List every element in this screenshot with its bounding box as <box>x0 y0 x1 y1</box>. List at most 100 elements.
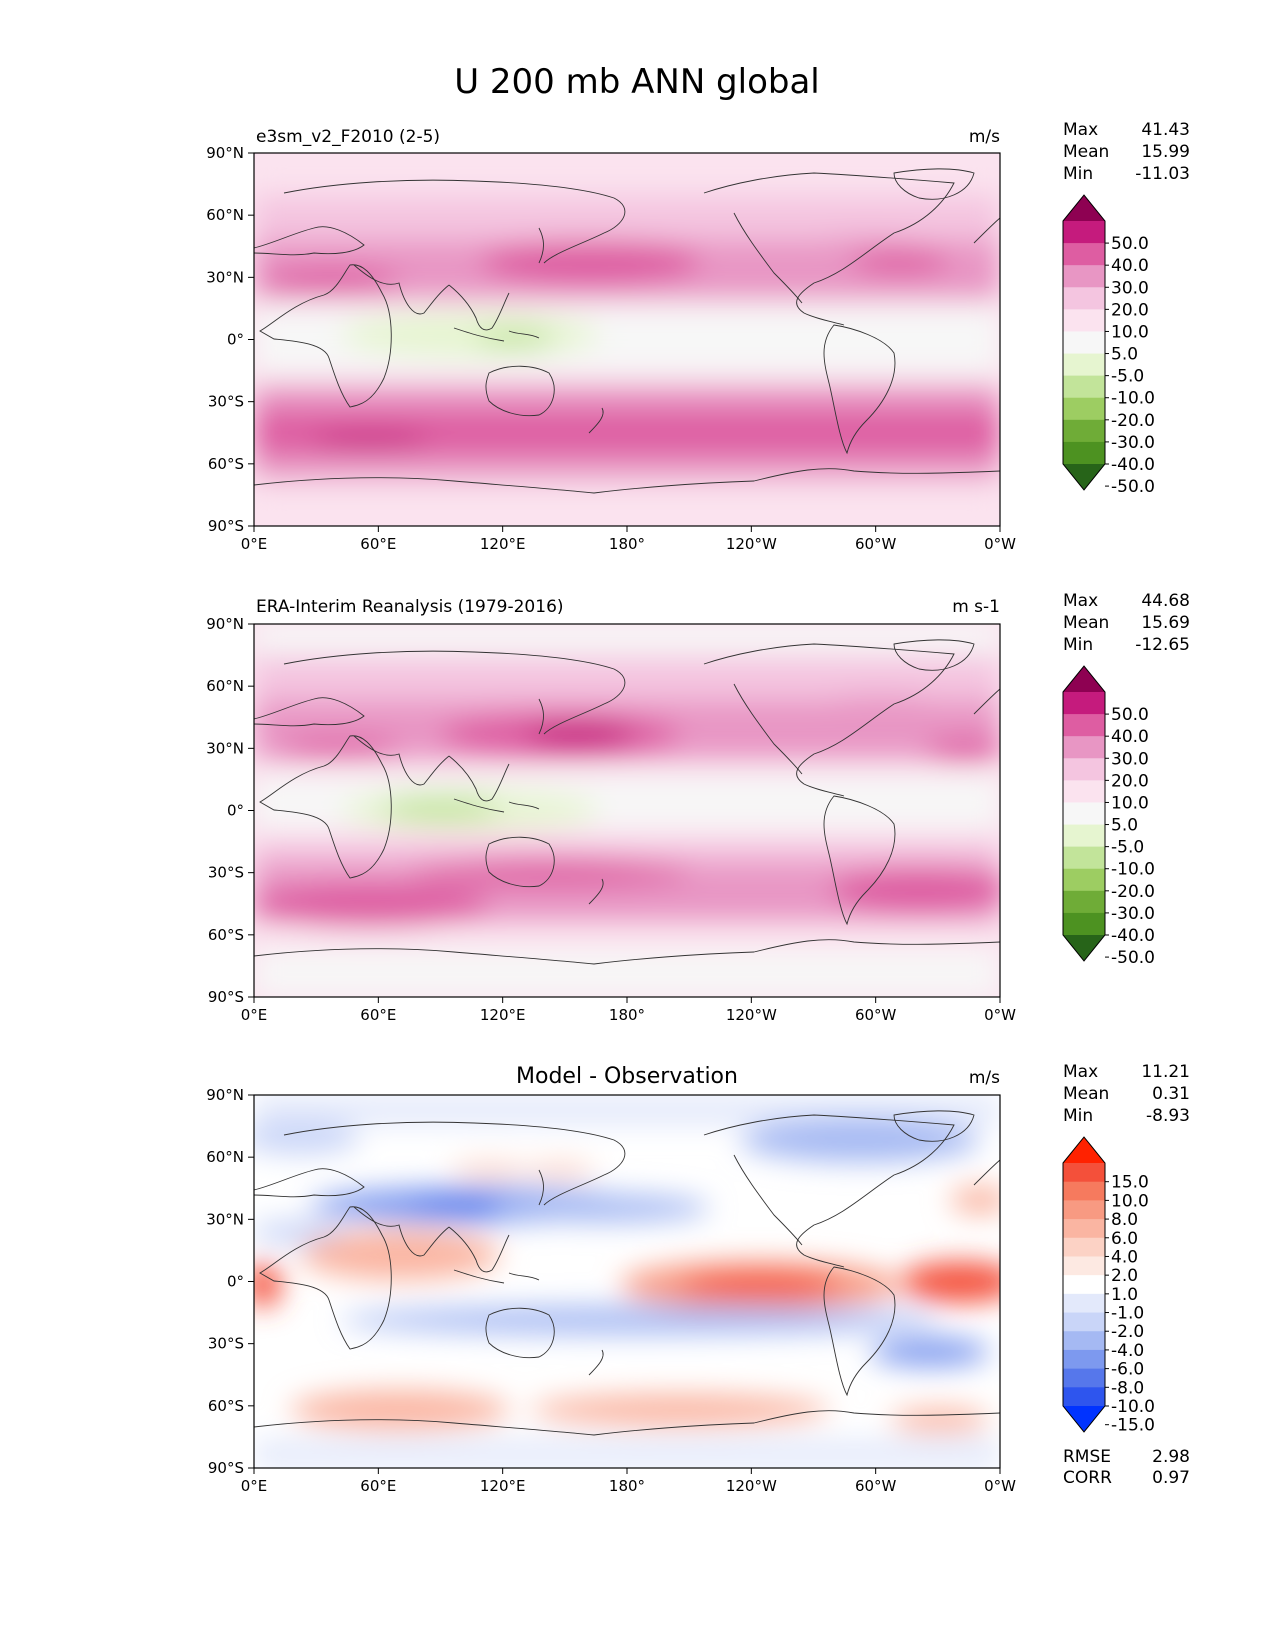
lat-tick-label: 60°N <box>206 1148 244 1166</box>
panel-units: m/s <box>969 127 1000 147</box>
lat-tick-label: 90°N <box>206 615 244 633</box>
lon-tick-label: 60°E <box>360 535 396 553</box>
panel-title-center: Model - Observation <box>516 1064 738 1089</box>
colorbar-tick-label: 10.0 <box>1111 793 1149 813</box>
stats-block: Max 41.43 Mean 15.99 Min -11.03 <box>1063 120 1190 184</box>
lat-tick-label: 90°S <box>208 517 244 535</box>
colorbar-tick-label: 50.0 <box>1111 705 1149 725</box>
colorbar-bin <box>1063 1219 1105 1239</box>
colorbar-tick-label: -50.0 <box>1111 477 1155 497</box>
colorbar-extend-top <box>1063 666 1105 692</box>
colorbar-tick-label: 10.0 <box>1111 322 1149 342</box>
lon-tick-label: 0°W <box>984 535 1016 553</box>
lon-tick-label: 180° <box>609 1006 645 1024</box>
map-axes: 90°N 60°N 30°N 0° 30°S 60°S 90°S0°E 60°E 120°E 18… <box>206 1086 1016 1495</box>
colorbar-tick-label: -40.0 <box>1111 455 1155 475</box>
colorbar-bin <box>1063 1200 1105 1220</box>
lat-tick-label: 90°S <box>208 1459 244 1477</box>
colorbar-tick-label: -6.0 <box>1111 1360 1144 1380</box>
colorbar-bin <box>1063 780 1105 803</box>
stat-min-value: -11.03 <box>1135 164 1190 184</box>
panel-title-left: ERA-Interim Reanalysis (1979-2016) <box>256 597 564 617</box>
colorbar-bin <box>1063 1275 1105 1295</box>
colorbar-bin <box>1063 714 1105 737</box>
colorbar-tick-label: 20.0 <box>1111 300 1149 320</box>
lon-tick-label: 0°E <box>241 1477 268 1495</box>
stat-min-label: Min <box>1063 635 1093 655</box>
stat-max-label: Max <box>1063 591 1098 611</box>
map-axes: 90°N 60°N 30°N 0° 30°S 60°S 90°S0°E 60°E 120°E 18… <box>206 615 1016 1024</box>
stat-mean-label: Mean <box>1063 142 1109 162</box>
colorbar-bin <box>1063 824 1105 848</box>
lat-tick-label: 30°N <box>206 268 244 286</box>
colorbar-tick-label: 6.0 <box>1111 1229 1138 1249</box>
stat-max-label: Max <box>1063 120 1098 140</box>
lon-tick-label: 0°E <box>241 535 268 553</box>
panel-observation: ERA-Interim Reanalysis (1979-2016) m s-1 <box>206 591 1190 1024</box>
colorbar-tick-label: 5.0 <box>1111 816 1138 836</box>
colorbar-tick-label: 30.0 <box>1111 749 1149 769</box>
colorbar-bin <box>1063 1312 1105 1332</box>
colorbar-bin <box>1063 331 1105 355</box>
colorbar-extend-bottom <box>1063 935 1105 961</box>
lon-tick-label: 120°E <box>480 535 526 553</box>
stat-max-value: 11.21 <box>1141 1062 1190 1082</box>
colorbar-bin <box>1063 692 1105 715</box>
stat-mean-label: Mean <box>1063 1084 1109 1104</box>
lon-tick-label: 0°W <box>984 1006 1016 1024</box>
colorbar-tick-label: -15.0 <box>1111 1416 1155 1436</box>
colorbar-bin <box>1063 397 1105 421</box>
colorbar-tick-label: -10.0 <box>1111 389 1155 409</box>
lat-tick-label: 60°S <box>208 455 244 473</box>
lat-tick-label: 0° <box>227 331 244 349</box>
stat-max-value: 44.68 <box>1141 591 1190 611</box>
lat-tick-label: 30°N <box>206 1210 244 1228</box>
lat-tick-label: 60°S <box>208 1397 244 1415</box>
colorbar-tick-label: -50.0 <box>1111 948 1155 968</box>
lat-tick-label: 90°N <box>206 144 244 162</box>
lat-tick-label: 60°S <box>208 926 244 944</box>
lon-tick-label: 0°E <box>241 1006 268 1024</box>
colorbar-bin <box>1063 287 1105 310</box>
panel-units: m/s <box>969 1068 1000 1088</box>
colorbar-tick-label: 5.0 <box>1111 345 1138 365</box>
colorbar-bin <box>1063 375 1105 399</box>
stat-mean-value: 15.69 <box>1141 613 1190 633</box>
stats-block: Max 44.68 Mean 15.69 Min -12.65 <box>1063 591 1190 655</box>
colorbar-extend-top <box>1063 195 1105 221</box>
panel-difference: Model - Observation m/s <box>206 1062 1190 1495</box>
colorbar-bin <box>1063 846 1105 870</box>
colorbar-tick-label: 50.0 <box>1111 234 1149 254</box>
colorbar-bin <box>1063 1349 1105 1370</box>
lon-tick-label: 180° <box>609 535 645 553</box>
colorbar: 50.040.030.020.010.0 5.0-5.0-10.0-20.0-30… <box>1062 665 1155 968</box>
stat-max-label: Max <box>1063 1062 1098 1082</box>
colorbar-bin <box>1063 1256 1105 1276</box>
stat-corr-value: 0.97 <box>1152 1468 1190 1488</box>
stat-mean-value: 15.99 <box>1141 142 1190 162</box>
colorbar-bin <box>1063 868 1105 892</box>
lon-tick-label: 60°W <box>855 1006 897 1024</box>
colorbar-tick-label: -2.0 <box>1111 1322 1144 1342</box>
colorbar-tick-label: -30.0 <box>1111 904 1155 924</box>
map-axes: 90°N 60°N 30°N 0° 30°S 60°S 90°S0°E 60°E 120°E 18… <box>206 144 1016 553</box>
stat-min-value: -12.65 <box>1135 635 1190 655</box>
colorbar-tick-label: 40.0 <box>1111 256 1149 276</box>
colorbar-bin <box>1063 736 1105 759</box>
lon-tick-label: 180° <box>609 1477 645 1495</box>
stat-corr-label: CORR <box>1063 1468 1112 1488</box>
colorbar-bin <box>1063 441 1105 465</box>
map-field <box>254 1095 1000 1468</box>
colorbar-tick-label: 2.0 <box>1111 1266 1138 1286</box>
colorbar-tick-label: 40.0 <box>1111 727 1149 747</box>
colorbar-tick-label: -1.0 <box>1111 1304 1144 1324</box>
colorbar-bin <box>1063 1368 1105 1388</box>
extra-stats-block: RMSE 2.98 CORR 0.97 <box>1063 1447 1190 1488</box>
stat-min-value: -8.93 <box>1146 1106 1190 1126</box>
colorbar-bin <box>1063 221 1105 244</box>
panel-title-left: e3sm_v2_F2010 (2-5) <box>256 127 440 147</box>
colorbar-tick-label: 10.0 <box>1111 1191 1149 1211</box>
colorbar-bin <box>1063 1181 1105 1201</box>
colorbar-bin <box>1063 802 1105 826</box>
stat-min-label: Min <box>1063 1106 1093 1126</box>
